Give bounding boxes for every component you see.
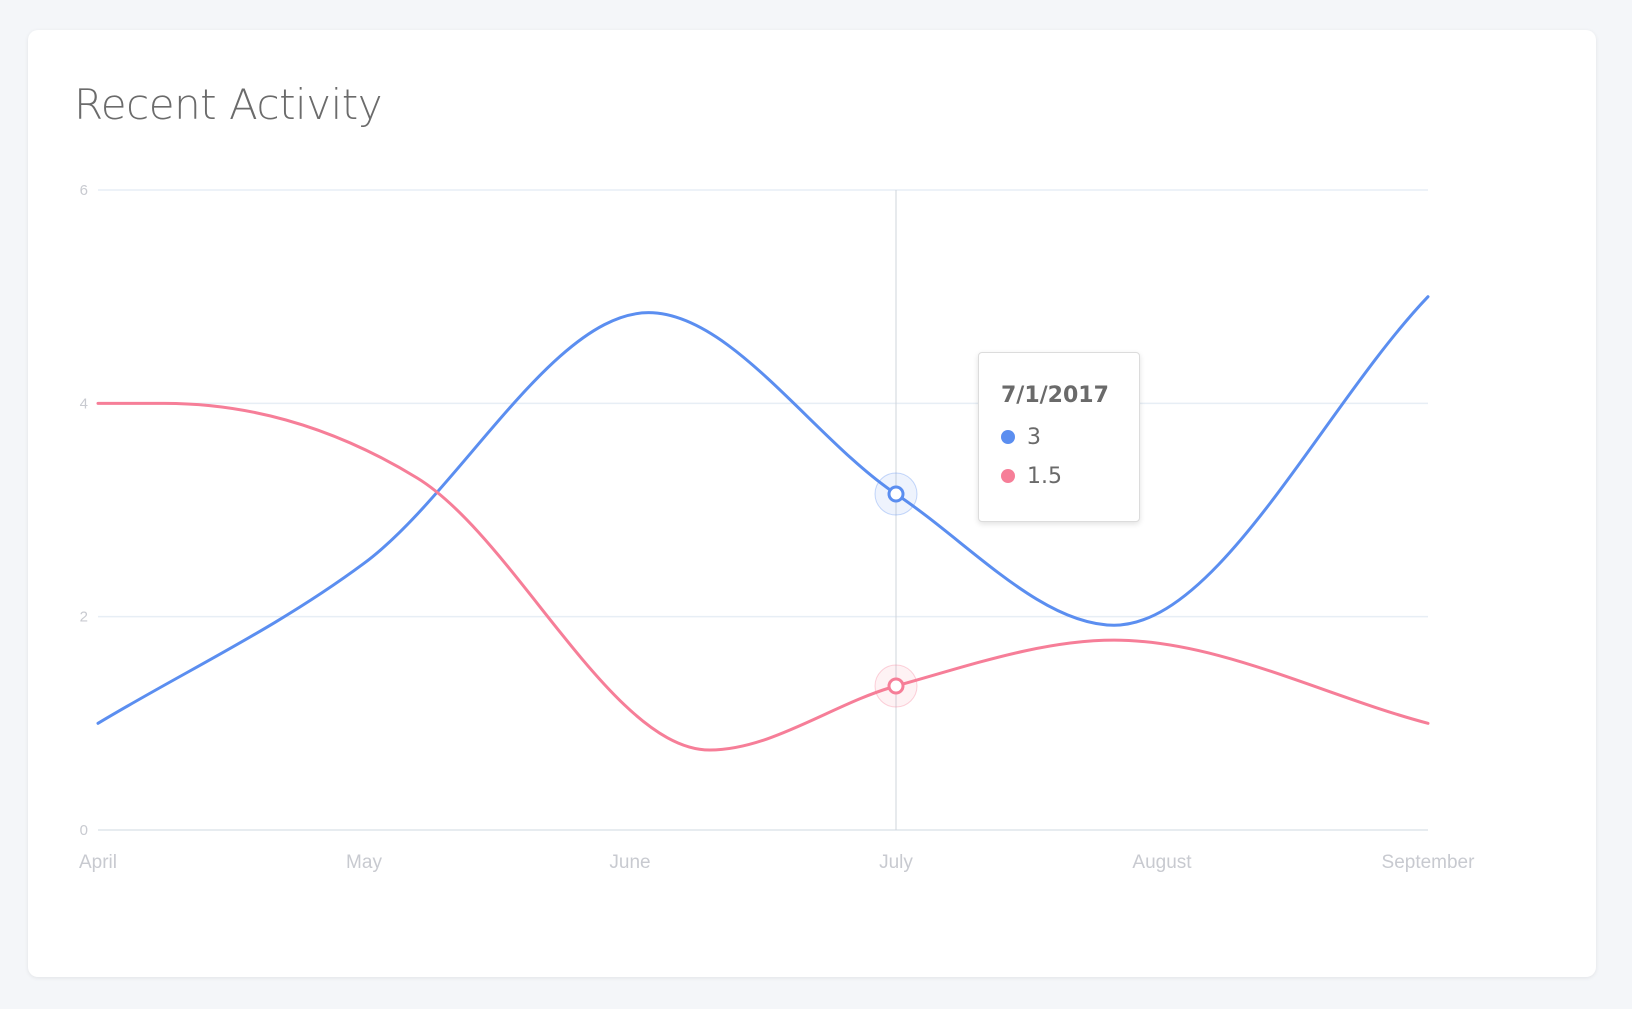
highlighted-points[interactable] (874, 472, 918, 708)
card-title: Recent Activity (74, 80, 383, 129)
x-tick-label: August (1132, 852, 1192, 873)
series-lines[interactable] (96, 295, 1430, 752)
y-tick-label: 4 (80, 395, 88, 412)
y-tick-label: 6 (80, 182, 88, 199)
x-axis-ticks: April May June July August September (79, 852, 1475, 873)
tooltip-item: 3 (1001, 423, 1041, 451)
series-1-color-swatch (1001, 430, 1015, 444)
x-tick-label: July (879, 852, 913, 873)
y-axis-ticks: 0 2 4 6 (80, 182, 88, 839)
x-tick-label: September (1382, 852, 1476, 873)
x-tick-label: June (609, 852, 650, 873)
chart-tooltip: 7/1/2017 3 1.5 (978, 352, 1140, 522)
series-1-line[interactable] (96, 295, 1430, 725)
series-2-highlight-point[interactable] (887, 677, 905, 695)
tooltip-value: 1.5 (1027, 463, 1062, 489)
line-chart[interactable]: 0 2 4 6 April May June July August September (28, 30, 1596, 977)
tooltip-date: 7/1/2017 (1001, 383, 1109, 408)
x-tick-label: May (346, 852, 382, 873)
x-tick-label: April (79, 852, 117, 873)
tooltip-value: 3 (1027, 424, 1041, 450)
y-tick-label: 2 (80, 609, 88, 626)
series-2-color-swatch (1001, 469, 1015, 483)
series-2-line[interactable] (96, 401, 1430, 752)
grid-lines (98, 189, 1428, 831)
recent-activity-card: Recent Activity 0 2 4 6 April May June July Aug… (28, 30, 1596, 977)
tooltip-item: 1.5 (1001, 462, 1062, 490)
y-tick-label: 0 (80, 822, 88, 839)
series-1-highlight-point[interactable] (887, 485, 905, 503)
